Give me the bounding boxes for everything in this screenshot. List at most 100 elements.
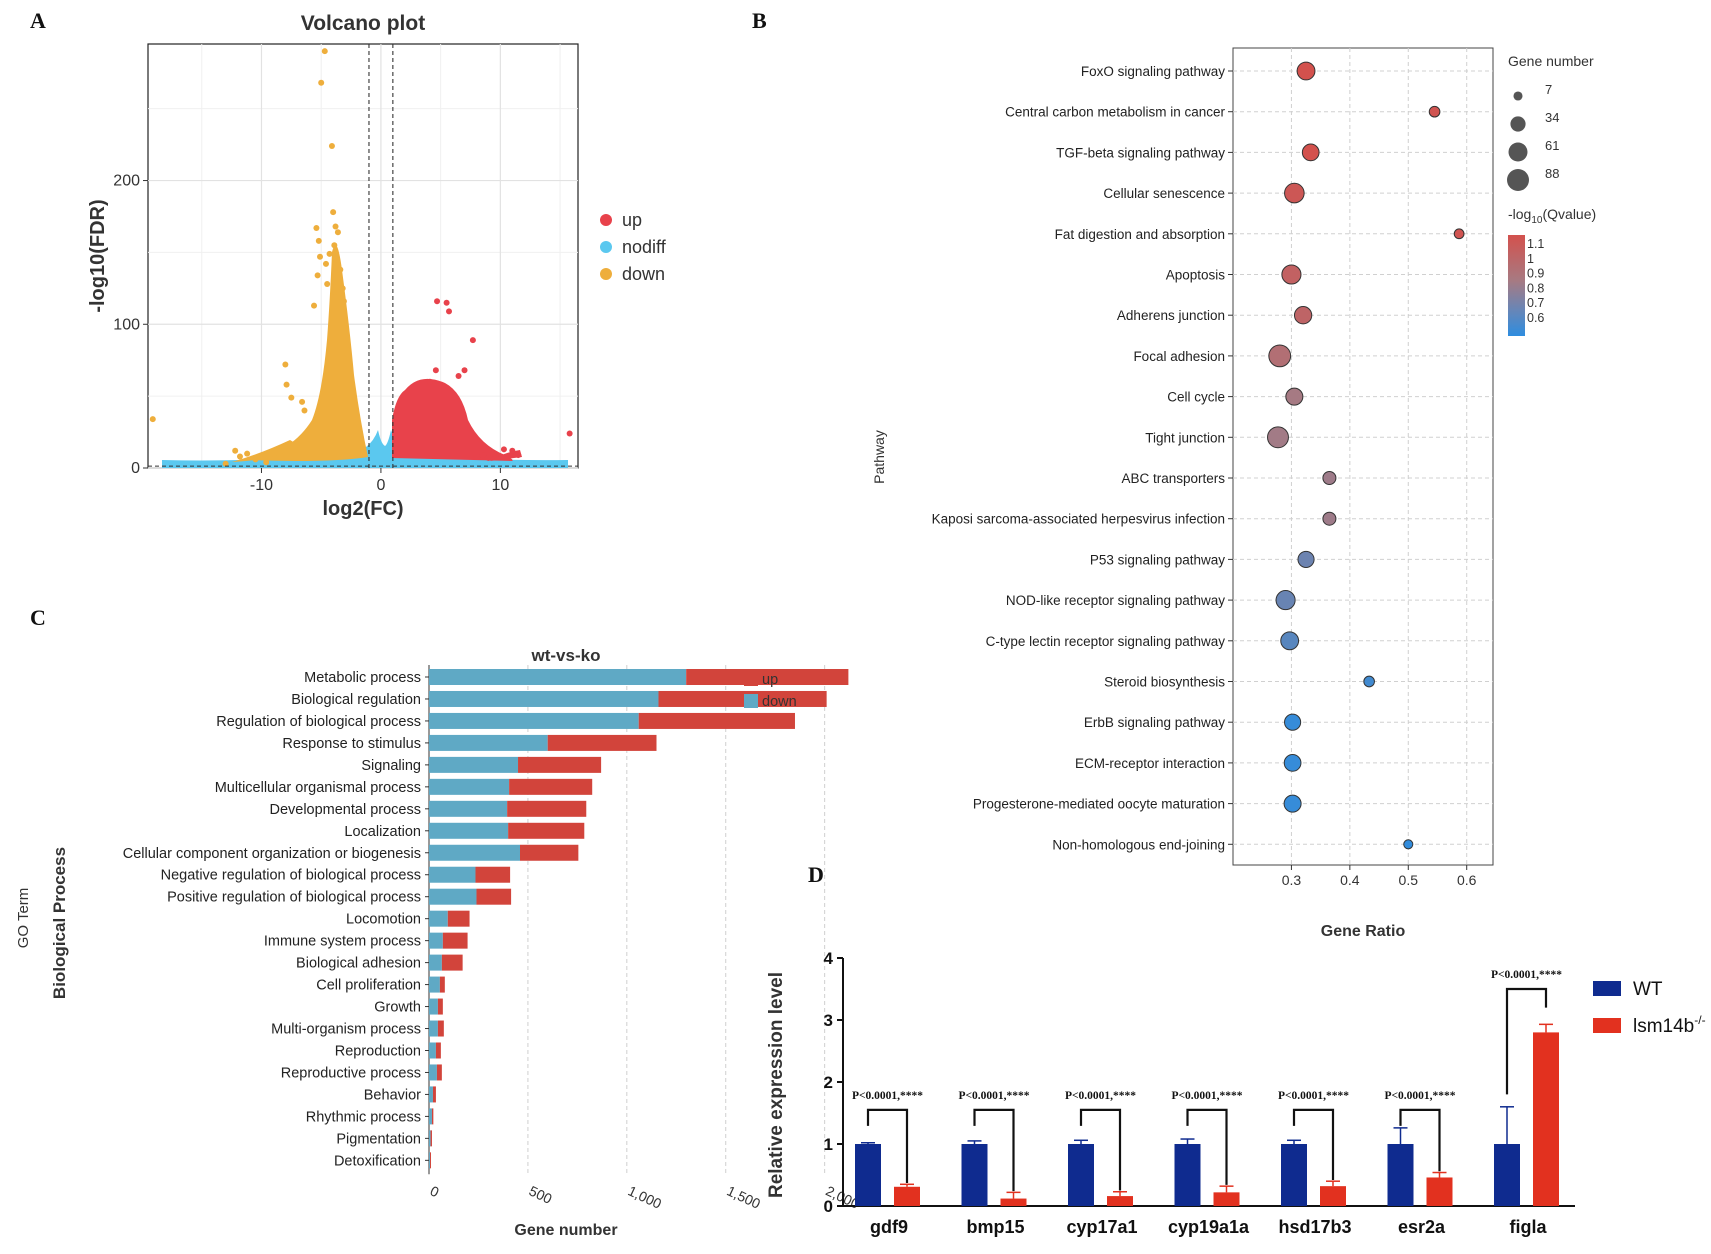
x-tick-label: 0.6: [1457, 872, 1477, 888]
pathway-label: ECM-receptor interaction: [1075, 756, 1225, 771]
down-point: [332, 223, 339, 230]
ko-bar: [894, 1186, 920, 1206]
x-tick-label: 1,500: [724, 1183, 763, 1212]
up-bar: [447, 910, 470, 927]
legend-label-text: lsm14b: [1633, 1016, 1694, 1037]
color-legend-tick-label: 0.7: [1527, 296, 1544, 310]
down-point: [336, 292, 343, 299]
gene-label: gdf9: [870, 1217, 908, 1237]
down-bar: [429, 669, 687, 685]
size-legend-label: 34: [1545, 110, 1559, 125]
kegg-x-ticks: 0.3 0.4 0.5 0.6: [1282, 865, 1477, 888]
up-bar: [431, 1108, 434, 1125]
legend-up-swatch: [600, 214, 612, 226]
pathway-dot: [1322, 471, 1337, 485]
go-category-label: Growth: [374, 1000, 421, 1016]
wt-bar: [855, 1144, 881, 1206]
down-bar: [429, 1020, 438, 1037]
go-category-label: Multi-organism process: [271, 1022, 421, 1038]
ko-bar: [1107, 1196, 1133, 1206]
pathway-label: NOD-like receptor signaling pathway: [1006, 593, 1225, 608]
down-bar: [429, 778, 510, 795]
go-category-label: Positive regulation of biological proces…: [167, 890, 421, 906]
legend-down-swatch: [600, 268, 612, 280]
up-point: [461, 367, 468, 374]
volcano-legend: up nodiff down: [600, 210, 667, 284]
down-point: [331, 242, 338, 249]
x-tick-label: -10: [250, 477, 273, 494]
go-category-label: Detoxification: [334, 1153, 421, 1169]
pathway-dot: [1284, 182, 1305, 204]
down-bar: [429, 734, 548, 751]
ko-bar: [1213, 1192, 1240, 1206]
up-bar: [436, 1064, 442, 1081]
down-bar: [429, 1064, 437, 1081]
pathway-label: Apoptosis: [1166, 268, 1226, 283]
down-point: [330, 209, 337, 216]
go-category-label: Reproductive process: [281, 1065, 421, 1081]
down-point: [283, 381, 290, 388]
down-point: [232, 447, 239, 454]
significance-label: P<0.0001,****: [852, 1090, 923, 1102]
volcano-threshold-lines: [148, 44, 578, 468]
legend-label-text: WT: [1633, 979, 1663, 1000]
pathway-label: Adherens junction: [1117, 308, 1225, 323]
go-category-label: Localization: [344, 824, 421, 840]
pathway-label: Central carbon metabolism in cancer: [1005, 105, 1225, 120]
up-bar: [509, 778, 593, 795]
legend-wt-label: WT: [1633, 979, 1663, 1000]
legend-wt-swatch: [1593, 981, 1621, 996]
size-legend-dot: [1513, 91, 1523, 101]
significance-bracket: [973, 1108, 1015, 1192]
legend-up-swatch: [744, 672, 758, 686]
significance-label: P<0.0001,****: [1278, 1090, 1349, 1102]
legend-nodiff-swatch: [600, 241, 612, 253]
pathway-dot: [1363, 675, 1375, 688]
legend-ko-label: lsm14b-/-: [1633, 1013, 1706, 1037]
legend-up-label: up: [622, 210, 642, 230]
pathway-label: Progesterone-mediated oocyte maturation: [973, 797, 1225, 812]
color-legend-tick-label: 1: [1527, 252, 1534, 266]
down-point: [337, 266, 344, 273]
down-bar: [429, 1086, 433, 1103]
significance-label: P<0.0001,****: [1491, 969, 1562, 981]
size-legend: 7 34 61 88: [1507, 82, 1559, 191]
size-legend-label: 88: [1545, 166, 1559, 181]
wt-bar: [1174, 1144, 1201, 1206]
size-legend-dot: [1508, 142, 1528, 162]
panel-letter-c: C: [30, 605, 46, 630]
wt-bar: [1387, 1144, 1414, 1206]
color-legend-tick-label: 0.9: [1527, 267, 1544, 281]
size-legend-dot: [1507, 169, 1529, 191]
ko-bar: [1533, 1032, 1559, 1206]
pathway-label: P53 signaling pathway: [1090, 552, 1225, 567]
kegg-x-label: Gene Ratio: [1321, 923, 1406, 940]
up-point: [500, 446, 507, 453]
pathway-dot: [1283, 794, 1302, 813]
wt-bar: [961, 1144, 988, 1206]
pathway-label: Kaposi sarcoma-associated herpesvirus in…: [932, 512, 1225, 527]
down-point: [299, 398, 306, 405]
go-bars: [429, 669, 849, 1169]
wt-bar: [1068, 1144, 1094, 1206]
color-legend-bar: [1508, 235, 1525, 336]
y-tick-label: 200: [113, 173, 140, 190]
qpcr-significance: P<0.0001,**** P<0.0001,**** P<0.0001,**** P…: [852, 969, 1562, 1192]
up-point: [446, 308, 452, 315]
down-point: [340, 298, 347, 305]
gene-label: bmp15: [966, 1217, 1024, 1237]
down-bar: [429, 910, 448, 927]
significance-bracket: [1079, 1108, 1122, 1191]
up-bar: [437, 998, 443, 1015]
legend-label-superscript: -/-: [1694, 1013, 1705, 1027]
legend-nodiff-label: nodiff: [622, 237, 667, 257]
size-legend-label: 61: [1545, 138, 1559, 153]
kegg-plot-area: [1232, 47, 1494, 866]
qpcr-bars: [855, 1023, 1559, 1206]
down-point: [317, 253, 323, 260]
color-legend-subscript: 10: [1531, 215, 1543, 226]
go-category-label: Rhythmic process: [306, 1109, 421, 1125]
gene-label: hsd17b3: [1278, 1217, 1351, 1237]
pathway-dot: [1403, 839, 1414, 850]
